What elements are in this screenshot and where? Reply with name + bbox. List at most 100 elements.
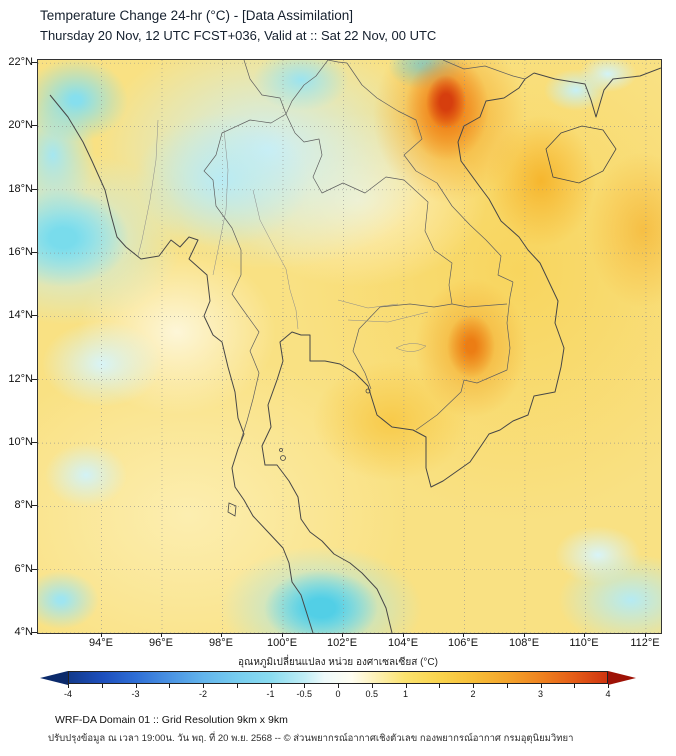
river-chi-mun xyxy=(337,299,429,323)
lat-tick-label: 10°N xyxy=(8,436,33,448)
colorbar-tick-mark xyxy=(236,684,238,688)
geography-layer xyxy=(49,60,661,633)
map-plot-area xyxy=(37,59,662,634)
lon-tick-mark xyxy=(221,633,222,637)
hainan-island xyxy=(545,125,617,184)
lon-tick-mark xyxy=(584,633,585,637)
lat-tick-mark xyxy=(32,569,37,570)
colorbar-tick-label: 0.5 xyxy=(365,689,379,699)
chart-title: Temperature Change 24-hr (°C) - [Data As… xyxy=(40,8,354,23)
koh-phangan-island xyxy=(279,448,283,452)
footer-credit-thai: ปรับปรุงข้อมูล ณ เวลา 19:00น. วัน พฤ. ที… xyxy=(48,733,574,744)
colorbar: -4 -3 -2 -1 -0.5 0 0.5 1 2 3 4 xyxy=(0,671,676,705)
colorbar-tick-mark xyxy=(304,684,306,688)
colorbar-tick-label: -4 xyxy=(63,689,72,699)
lon-tick-label: 96°E xyxy=(149,637,173,649)
border-myanmar-laos-china xyxy=(243,60,348,115)
lon-tick-mark xyxy=(403,633,404,637)
colorbar-tick-mark xyxy=(338,684,339,688)
lon-tick-label: 98°E xyxy=(209,637,233,649)
lat-tick-mark xyxy=(32,252,37,253)
lon-tick-label: 112°E xyxy=(630,637,660,649)
lon-tick-mark xyxy=(645,633,646,637)
colorbar-gradient-bar xyxy=(68,671,608,684)
lon-tick-label: 100°E xyxy=(266,637,298,649)
chart-subtitle: Thursday 20 Nov, 12 UTC FCST+036, Valid … xyxy=(40,28,437,43)
lon-tick-label: 106°E xyxy=(447,637,479,649)
lat-tick-label: 12°N xyxy=(8,373,33,385)
colorbar-left-arrow xyxy=(40,671,68,685)
koh-samui-island xyxy=(280,455,286,461)
lat-tick-mark xyxy=(32,189,37,190)
lat-tick-mark xyxy=(32,505,37,506)
lon-tick-mark xyxy=(524,633,525,637)
border-myanmar-thailand xyxy=(203,113,287,441)
lat-tick-label: 8°N xyxy=(14,499,33,511)
coastline-gulf-vietnam xyxy=(261,72,565,633)
coastline-south-china xyxy=(533,67,661,118)
colorbar-tick-mark xyxy=(203,684,204,688)
colorbar-tick-label: -0.5 xyxy=(296,689,313,699)
lat-tick-mark xyxy=(32,125,37,126)
colorbar-tick-mark xyxy=(371,684,373,688)
lat-tick-label: 22°N xyxy=(8,56,33,68)
lon-tick-label: 102°E xyxy=(326,637,358,649)
border-laos-cambodia xyxy=(451,303,508,308)
lat-tick-mark xyxy=(32,442,37,443)
tonle-sap-lake xyxy=(395,343,427,352)
colorbar-tick-mark xyxy=(473,684,474,688)
colorbar-tick-mark xyxy=(68,684,69,688)
border-china-vietnam xyxy=(442,60,526,80)
border-thailand-cambodia xyxy=(352,303,453,390)
colorbar-tick-mark xyxy=(169,684,171,688)
lon-tick-mark xyxy=(282,633,283,637)
lat-tick-label: 6°N xyxy=(14,563,33,575)
colorbar-tick-mark xyxy=(574,684,576,688)
colorbar-tick-mark xyxy=(405,684,407,688)
coastline-west-myanmar-peninsula xyxy=(49,94,314,633)
colorbar-right-arrow xyxy=(608,671,636,685)
lon-tick-mark xyxy=(101,633,102,637)
river-irrawaddy xyxy=(137,119,159,257)
border-laos-vietnam xyxy=(346,62,514,283)
colorbar-tick-label: -2 xyxy=(198,689,207,699)
colorbar-label: อุณหภูมิเปลี่ยนแปลง หน่วย องศาเซลเซียส (… xyxy=(238,657,438,668)
colorbar-tick-label: 3 xyxy=(537,689,543,699)
lat-tick-label: 18°N xyxy=(8,183,33,195)
lon-tick-mark xyxy=(161,633,162,637)
lat-tick-label: 4°N xyxy=(14,626,33,638)
colorbar-tick-label: 4 xyxy=(605,689,611,699)
phuket-island xyxy=(227,502,237,517)
lat-tick-mark xyxy=(32,62,37,63)
lat-tick-label: 16°N xyxy=(8,246,33,258)
colorbar-tick-mark xyxy=(439,684,441,688)
koh-chang-island xyxy=(365,388,371,394)
river-salween xyxy=(212,129,229,276)
lon-tick-label: 94°E xyxy=(89,637,113,649)
lat-tick-mark xyxy=(32,379,37,380)
colorbar-tick-label: 1 xyxy=(402,689,408,699)
lon-tick-label: 104°E xyxy=(387,637,419,649)
colorbar-tick-label: -3 xyxy=(131,689,140,699)
river-chao-phraya xyxy=(252,189,299,330)
lon-tick-mark xyxy=(342,633,343,637)
lat-tick-mark xyxy=(32,632,37,633)
lon-tick-label: 110°E xyxy=(569,637,599,649)
temperature-field xyxy=(38,60,661,633)
colorbar-tick-mark xyxy=(506,684,508,688)
lat-tick-label: 20°N xyxy=(8,119,33,131)
colorbar-tick-mark xyxy=(101,684,103,688)
footer-domain-info: WRF-DA Domain 01 :: Grid Resolution 9km … xyxy=(55,714,288,726)
lat-tick-label: 14°N xyxy=(8,309,33,321)
border-vietnam-cambodia xyxy=(415,281,514,431)
colorbar-tick-label: 2 xyxy=(470,689,476,699)
colorbar-tick-label: -1 xyxy=(266,689,275,699)
colorbar-tick-mark xyxy=(270,684,272,688)
colorbar-tick-mark xyxy=(608,684,609,688)
lon-tick-mark xyxy=(463,633,464,637)
colorbar-tick-mark xyxy=(135,684,137,688)
border-thailand-laos xyxy=(285,113,453,305)
colorbar-tick-mark xyxy=(540,684,542,688)
lon-tick-label: 108°E xyxy=(508,637,540,649)
